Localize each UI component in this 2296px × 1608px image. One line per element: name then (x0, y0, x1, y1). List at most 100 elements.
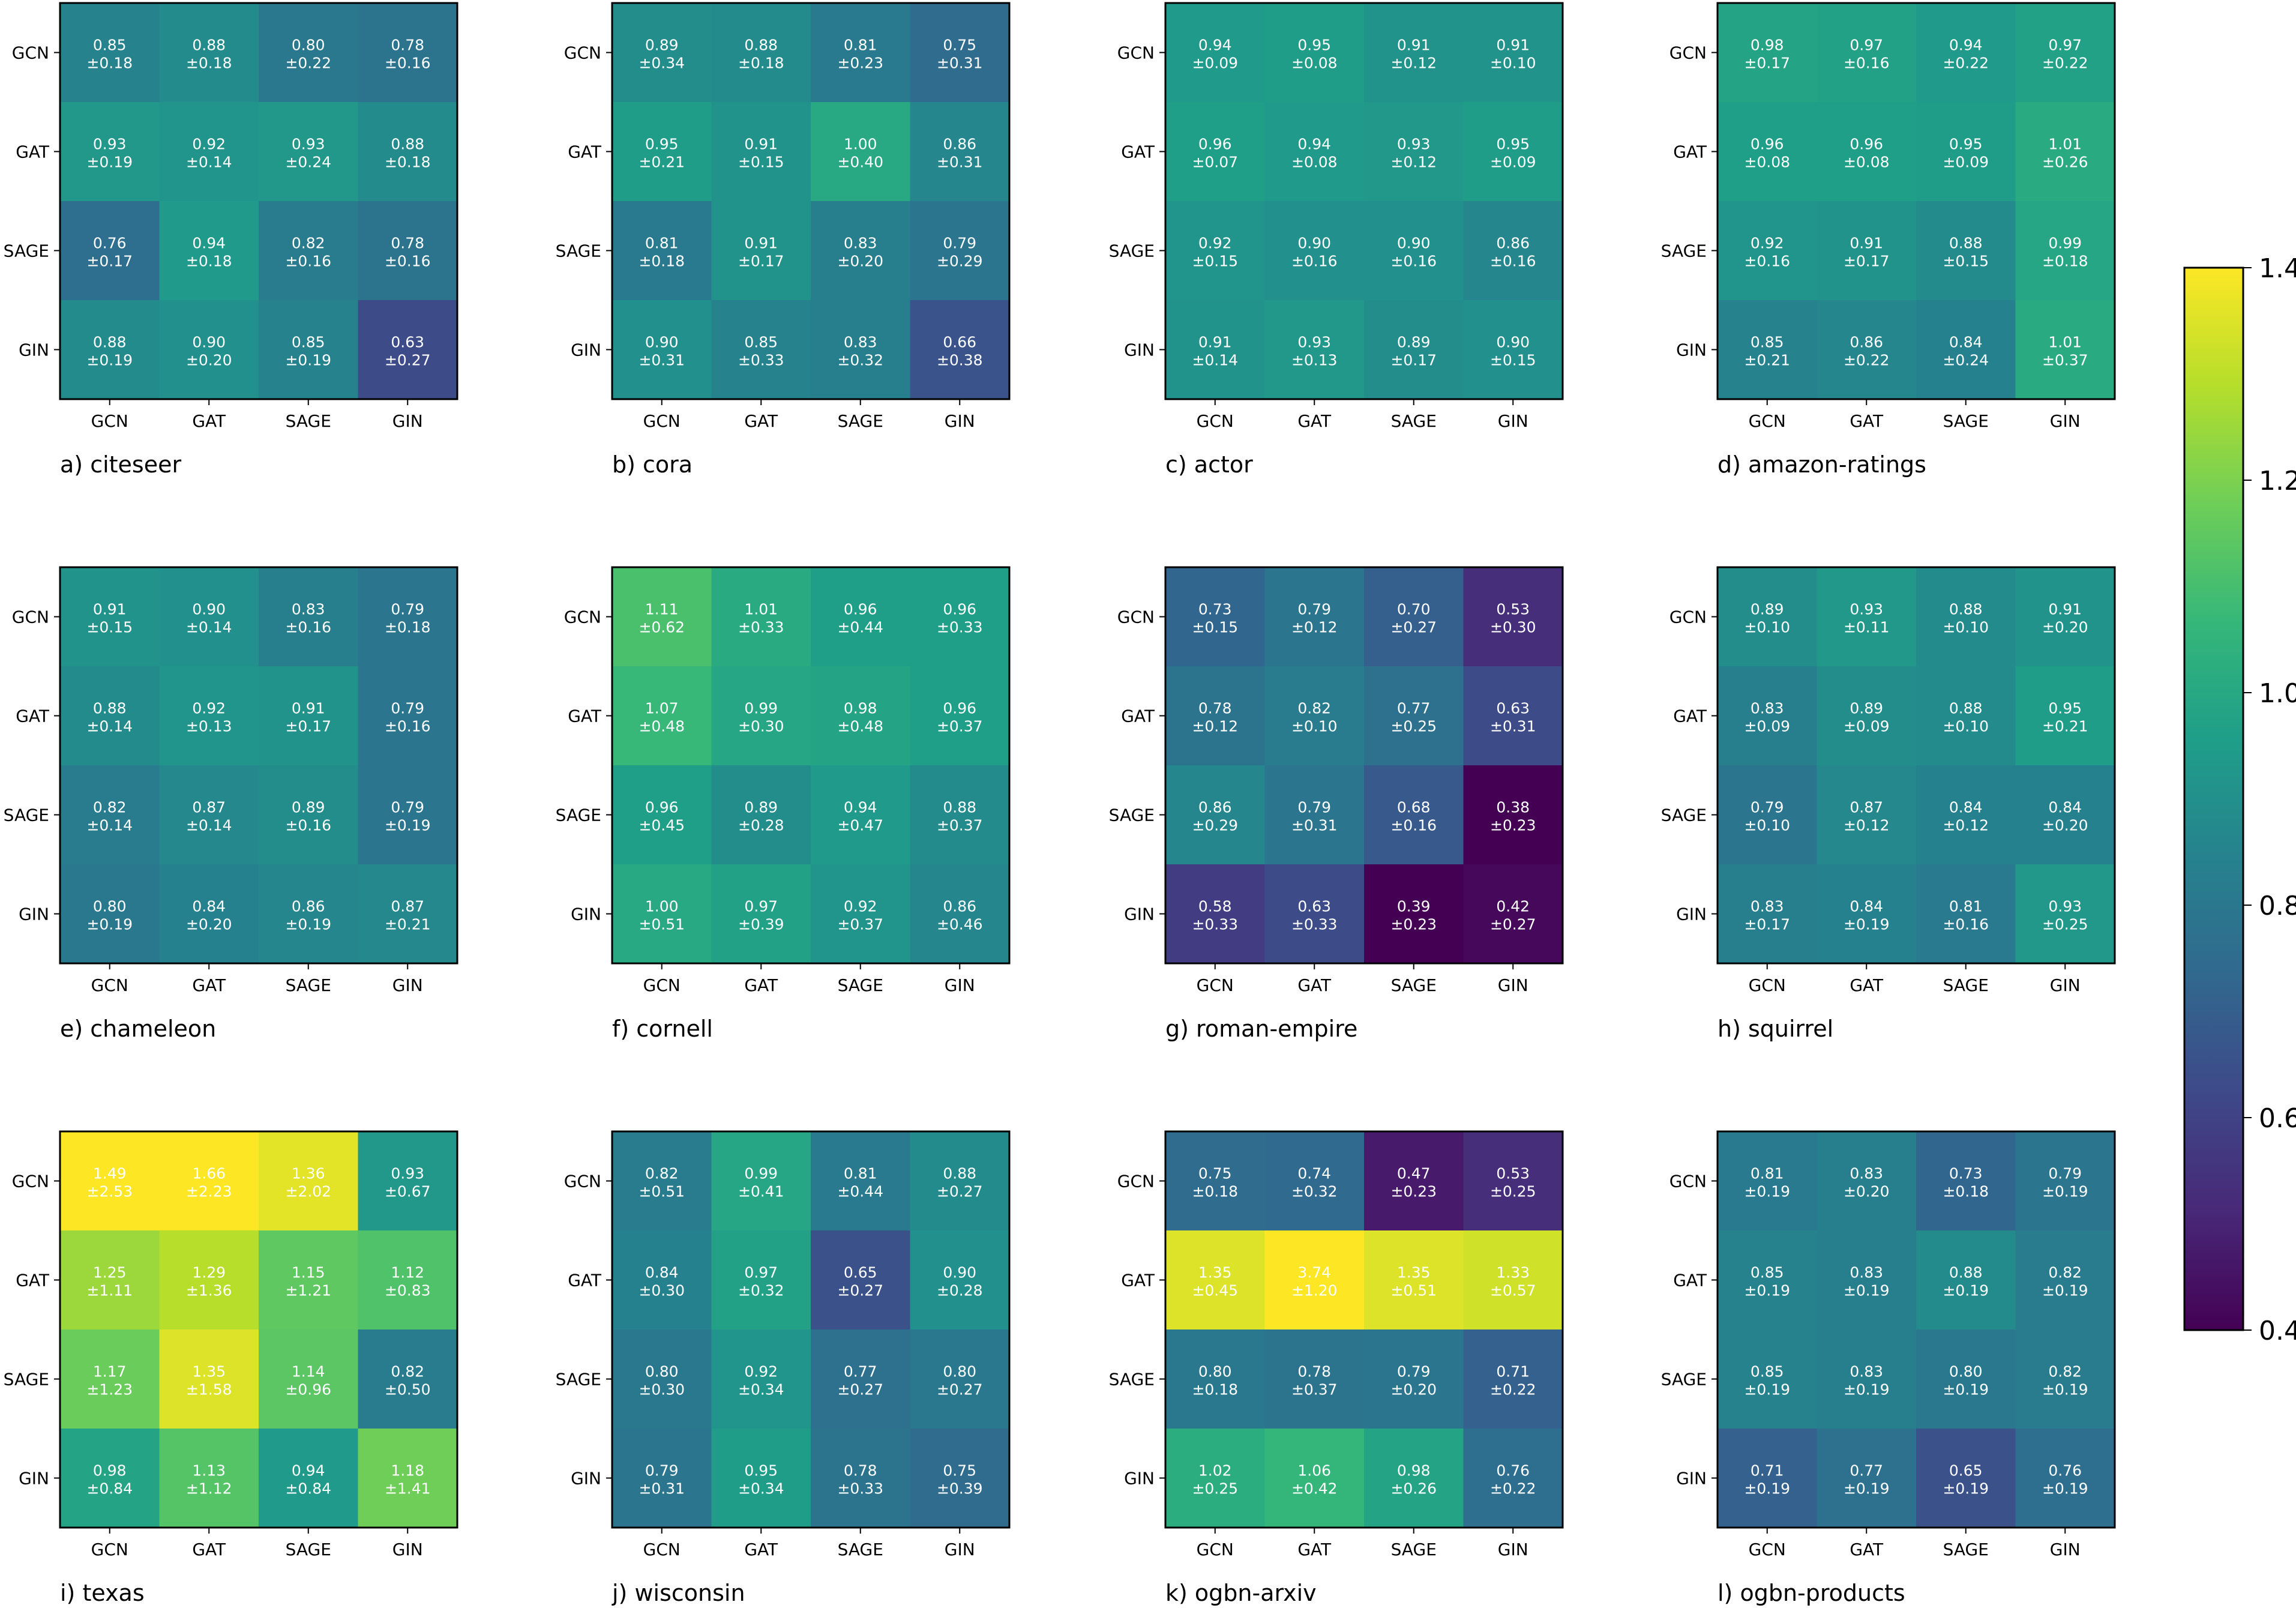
heatmap-cell (1463, 1429, 1563, 1528)
heatmap-cell (910, 102, 1010, 202)
cell-value-label: 0.92 (1198, 235, 1232, 252)
y-tick-label: GCN (1117, 1172, 1155, 1191)
y-tick-label: GCN (564, 1172, 601, 1191)
heatmap-cell (2015, 300, 2115, 400)
cell-error-label: ±0.10 (1291, 718, 1338, 735)
heatmap-panel: 0.91±0.150.90±0.140.83±0.160.79±0.180.88… (4, 566, 458, 1042)
y-tick-label: SAGE (1109, 1370, 1155, 1390)
cell-error-label: ±2.23 (186, 1183, 232, 1200)
heatmap-cell (1364, 201, 1464, 301)
y-tick-label: GCN (12, 43, 49, 63)
heatmap-cell (1717, 666, 1818, 766)
cell-value-label: 0.83 (1751, 898, 1784, 915)
cell-error-label: ±0.33 (1291, 916, 1338, 933)
cell-value-label: 0.89 (744, 799, 778, 816)
heatmap-cell (910, 1230, 1010, 1330)
cell-value-label: 0.81 (844, 1165, 877, 1182)
cell-value-label: 0.95 (1297, 37, 1331, 54)
cell-error-label: ±1.41 (385, 1480, 431, 1498)
cell-error-label: ±0.46 (937, 916, 983, 933)
heatmap-cell (159, 102, 259, 202)
cell-error-label: ±0.14 (1192, 352, 1238, 369)
cell-value-label: 0.74 (1297, 1165, 1331, 1182)
heatmap-cell (60, 3, 160, 103)
cell-error-label: ±0.37 (837, 916, 883, 933)
cell-error-label: ±0.17 (1390, 352, 1437, 369)
heatmap-cell (811, 567, 911, 667)
y-tick-label: SAGE (4, 806, 49, 825)
heatmap-cell (2015, 1230, 2115, 1330)
heatmap-cell (60, 567, 160, 667)
heatmap-cell (910, 864, 1010, 964)
heatmap-cell (910, 567, 1010, 667)
heatmap-cell (711, 1429, 811, 1528)
cell-value-label: 0.81 (844, 37, 877, 54)
cell-error-label: ±0.50 (385, 1381, 431, 1399)
heatmap-frame (611, 2, 1011, 400)
x-tick-label: SAGE (286, 1540, 331, 1559)
y-tick-label: GAT (1121, 706, 1155, 726)
y-tick-label: GAT (568, 706, 602, 726)
cell-value-label: 0.90 (1297, 235, 1331, 252)
cell-value-label: 0.79 (943, 235, 976, 252)
heatmap-panel: 0.73±0.150.79±0.120.70±0.270.53±0.300.78… (1109, 566, 1564, 1042)
cell-error-label: ±0.31 (1291, 817, 1338, 834)
cell-error-label: ±0.51 (639, 916, 685, 933)
cell-value-label: 0.47 (1397, 1165, 1431, 1182)
cell-error-label: ±0.20 (186, 352, 232, 369)
heatmap-cell (910, 765, 1010, 865)
cell-value-label: 0.95 (645, 136, 679, 153)
cell-error-label: ±0.13 (186, 718, 232, 735)
cell-error-label: ±0.16 (285, 619, 331, 636)
heatmap-cell (1916, 201, 2016, 301)
cell-value-label: 1.07 (645, 700, 679, 717)
cell-value-label: 0.80 (645, 1363, 679, 1381)
heatmap-cell (259, 1429, 359, 1528)
y-tick-label: GIN (19, 1469, 49, 1489)
x-tick-label: SAGE (1943, 1540, 1989, 1559)
heatmap-cell (1916, 3, 2016, 103)
cell-error-label: ±0.15 (86, 619, 133, 636)
heatmap-cell (1165, 567, 1266, 667)
heatmap-cell (1463, 1230, 1563, 1330)
heatmap-cell (2015, 567, 2115, 667)
heatmap-cell (2015, 3, 2115, 103)
cell-error-label: ±0.57 (1490, 1282, 1536, 1299)
cell-error-label: ±0.39 (738, 916, 784, 933)
cell-error-label: ±0.20 (837, 253, 883, 270)
cell-error-label: ±0.26 (2042, 154, 2088, 171)
y-tick-label: SAGE (556, 806, 601, 825)
y-tick-label: SAGE (4, 1370, 49, 1390)
cell-value-label: 3.74 (1297, 1264, 1331, 1281)
panel-caption: j) wisconsin (612, 1580, 745, 1606)
heatmap-cell (1916, 666, 2016, 766)
cell-value-label: 0.82 (1297, 700, 1331, 717)
cell-value-label: 0.88 (943, 1165, 976, 1182)
heatmap-cell (711, 1329, 811, 1429)
cell-error-label: ±0.30 (1490, 619, 1536, 636)
colorbar: 0.4 0.6 0.8 1.0 1.2 1.4 (2183, 253, 2296, 1346)
cell-value-label: 0.58 (1198, 898, 1232, 915)
heatmap-cell (811, 102, 911, 202)
cell-error-label: ±0.22 (2042, 55, 2088, 72)
panel-caption: k) ogbn-arxiv (1165, 1580, 1317, 1606)
cell-error-label: ±0.19 (2042, 1282, 2088, 1299)
cell-error-label: ±0.51 (639, 1183, 685, 1200)
cell-value-label: 0.95 (2048, 700, 2082, 717)
x-tick-label: GCN (91, 1540, 128, 1559)
heatmap-cell (1165, 1429, 1266, 1528)
cell-error-label: ±0.15 (1192, 619, 1238, 636)
heatmap-cell (1264, 1429, 1365, 1528)
x-tick-label: GCN (91, 411, 128, 431)
cell-error-label: ±0.22 (1490, 1381, 1536, 1399)
cell-value-label: 1.35 (1397, 1264, 1431, 1281)
heatmap-panel: 0.94±0.090.95±0.080.91±0.120.91±0.100.96… (1109, 2, 1564, 478)
x-tick-label: GAT (1850, 1540, 1884, 1559)
cell-error-label: ±0.09 (1943, 154, 1989, 171)
heatmap-cell (259, 201, 359, 301)
cell-error-label: ±0.27 (837, 1381, 883, 1399)
cell-value-label: 0.85 (292, 334, 325, 351)
heatmap-cell (1817, 1329, 1917, 1429)
panel-caption: l) ogbn-products (1717, 1580, 1905, 1606)
cell-value-label: 0.94 (1297, 136, 1331, 153)
